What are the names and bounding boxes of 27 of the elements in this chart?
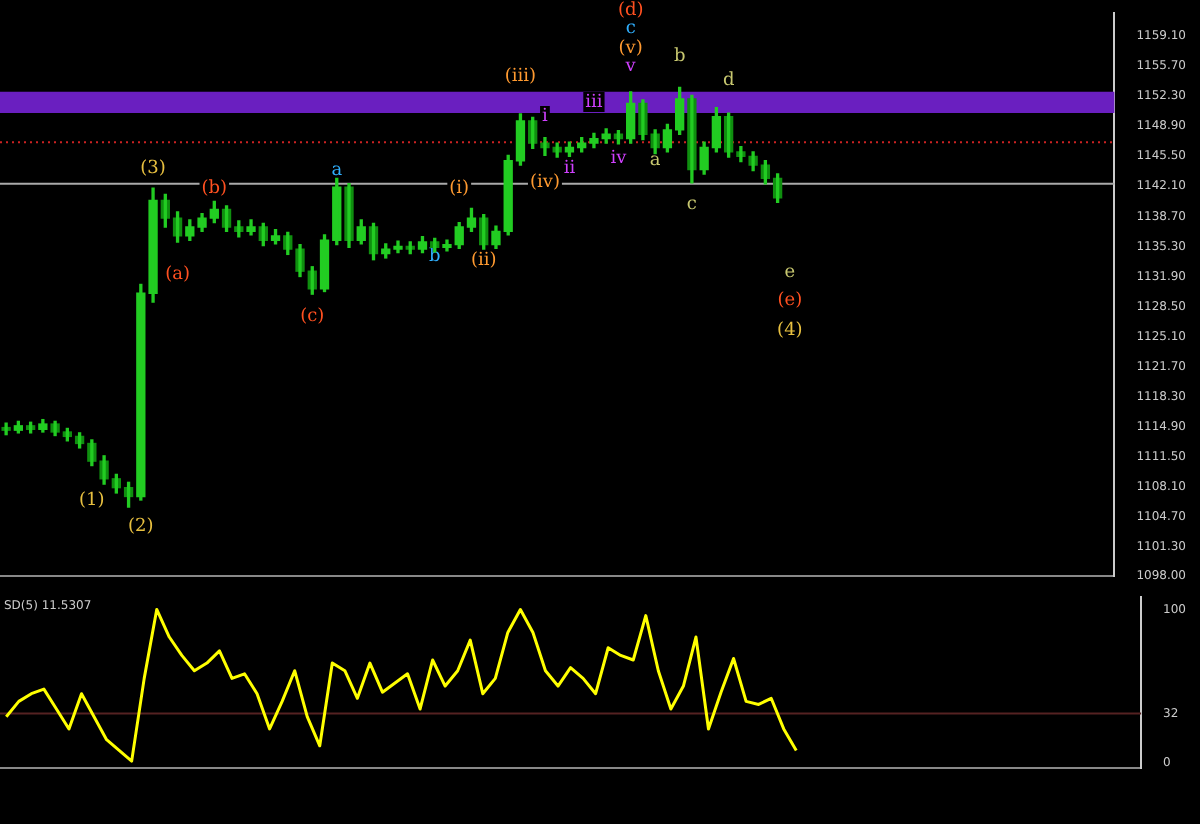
annotation: e [784,262,796,283]
annotation: (d) [617,0,644,21]
annotation: d [722,70,735,91]
annotation: (4) [777,320,803,341]
annotation: ii [563,158,576,179]
annotation: (a) [165,264,190,285]
annotation: b [428,246,441,267]
annotation: (c) [300,306,325,327]
annotation: i [542,106,549,127]
annotation: (2) [128,516,154,537]
annotation: iii [585,92,603,113]
annotation: (i) [449,178,470,199]
annotation: (ii) [470,250,497,271]
annotation: (iii) [504,66,537,87]
annotation: (v) [618,38,643,59]
annotation: (3) [140,158,166,179]
annotation: b [673,46,686,67]
annotation: c [625,18,636,39]
annotation: (e) [777,290,803,311]
annotation: iv [610,148,629,169]
annotation: (b) [201,178,228,199]
annotation: a [331,160,344,181]
annotation: v [623,56,638,77]
annotation: (1) [79,490,105,511]
annotation: (iv) [529,172,560,193]
annotation: c [686,194,697,215]
annotation: a [649,150,662,171]
